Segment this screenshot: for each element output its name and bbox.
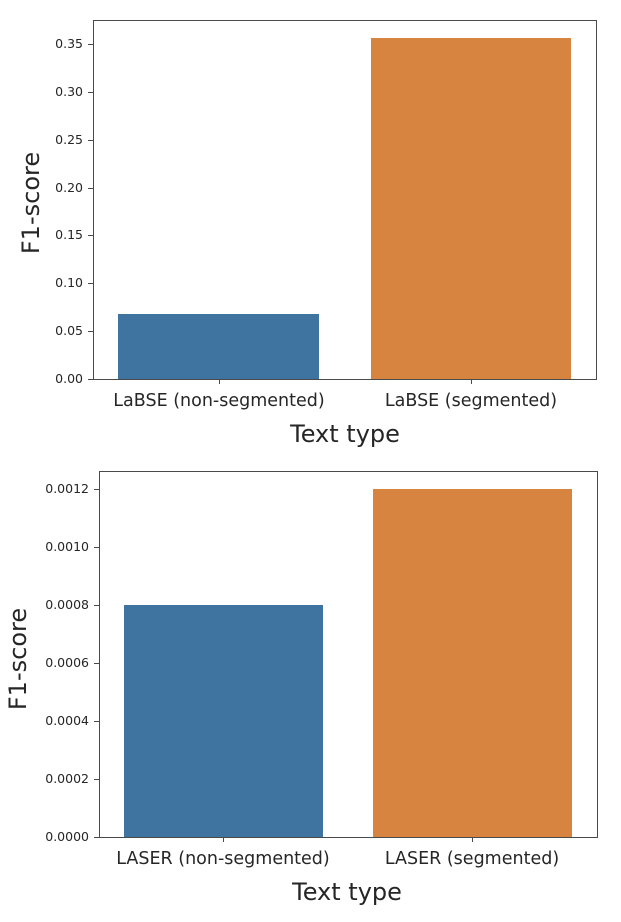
- plot-area: [99, 471, 598, 838]
- plot-area: [93, 20, 597, 380]
- y-tick-label: 0.20: [55, 180, 83, 195]
- y-tick: [88, 283, 93, 284]
- y-tick-label: 0.0008: [45, 597, 89, 612]
- y-tick: [88, 188, 93, 189]
- y-tick-label: 0.0002: [45, 771, 89, 786]
- x-tick: [223, 837, 224, 842]
- y-tick-label: 0.05: [55, 323, 83, 338]
- x-tick-label: LASER (segmented): [384, 849, 560, 869]
- y-tick-label: 0.00: [55, 371, 83, 386]
- y-tick-label: 0.15: [55, 227, 83, 242]
- y-tick: [88, 140, 93, 141]
- bar-laser-segmented: [373, 489, 572, 837]
- y-tick: [94, 663, 99, 664]
- y-tick-label: 0.25: [55, 132, 83, 147]
- y-tick-label: 0.0010: [45, 539, 89, 554]
- y-tick-label: 0.0006: [45, 655, 89, 670]
- x-tick-label: LaBSE (non-segmented): [113, 391, 325, 411]
- y-tick: [94, 489, 99, 490]
- y-axis-label: F1-score: [4, 607, 32, 711]
- y-tick: [88, 235, 93, 236]
- y-tick-label: 0.10: [55, 275, 83, 290]
- labse-chart: 0.00 0.05 0.10 0.15 0.20 0.25 0.30 0.35 …: [0, 0, 621, 460]
- y-tick: [94, 837, 99, 838]
- y-tick: [88, 379, 93, 380]
- y-tick-label: 0.0012: [45, 481, 89, 496]
- x-axis-label: Text type: [292, 878, 402, 906]
- y-tick: [94, 547, 99, 548]
- y-tick: [94, 605, 99, 606]
- bar-labse-segmented: [371, 38, 571, 379]
- y-tick-label: 0.35: [55, 36, 83, 51]
- y-tick: [88, 44, 93, 45]
- y-tick-label: 0.30: [55, 84, 83, 99]
- x-tick: [472, 837, 473, 842]
- x-tick: [471, 379, 472, 384]
- y-tick: [94, 779, 99, 780]
- y-tick-label: 0.0000: [45, 829, 89, 844]
- bar-labse-non-segmented: [118, 314, 319, 379]
- y-tick-label: 0.0004: [45, 713, 89, 728]
- bar-laser-non-segmented: [124, 605, 323, 837]
- x-axis-label: Text type: [290, 420, 400, 448]
- x-tick-label: LaBSE (segmented): [384, 391, 558, 411]
- x-tick-label: LASER (non-segmented): [116, 849, 330, 869]
- y-tick: [94, 721, 99, 722]
- y-tick: [88, 92, 93, 93]
- x-tick: [219, 379, 220, 384]
- y-tick: [88, 331, 93, 332]
